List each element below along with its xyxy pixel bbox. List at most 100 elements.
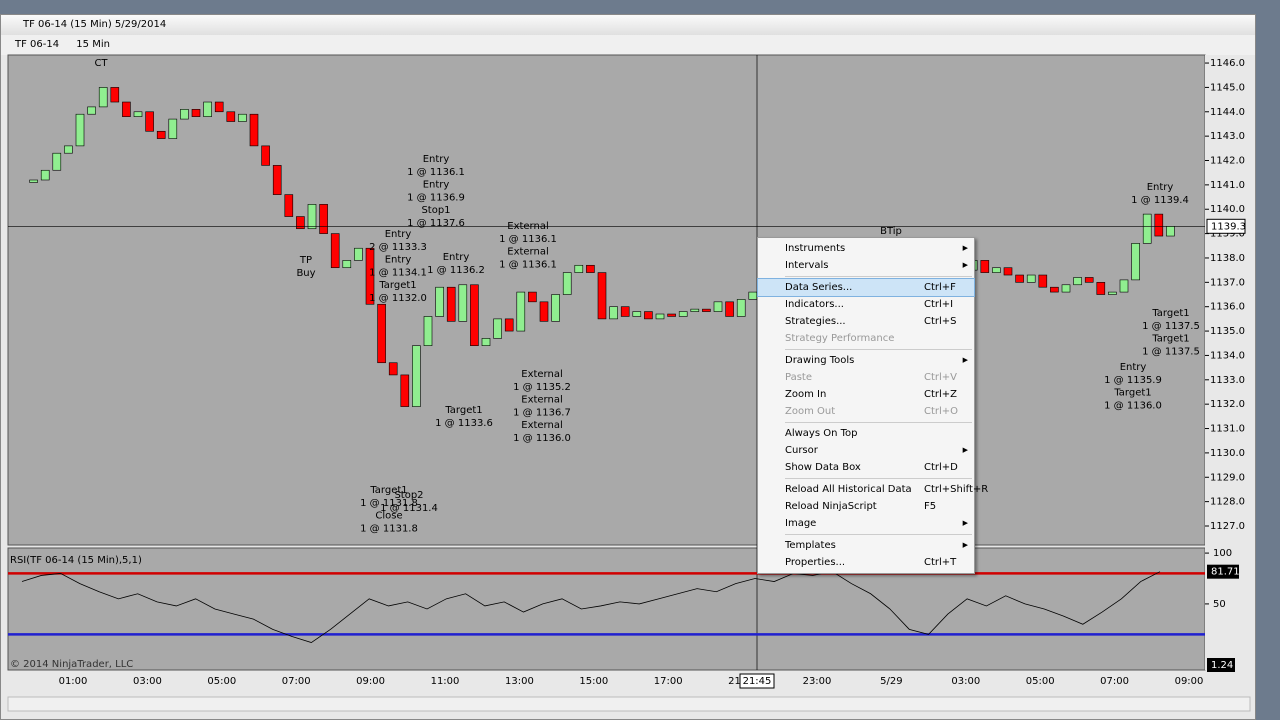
trade-annotation: 1 @ 1136.0 (1104, 400, 1162, 411)
menu-item[interactable]: Properties... Ctrl+T (758, 554, 974, 571)
candle-body (539, 301, 549, 322)
candle-body (667, 313, 676, 317)
submenu-arrow: ▶ (962, 244, 968, 252)
candle-body (736, 299, 746, 317)
candle-body (133, 111, 143, 117)
y-tick-label: 1129.0 (1210, 472, 1245, 483)
x-tick-label: 03:00 (133, 676, 162, 687)
interval-selector[interactable]: 15 Min (76, 39, 110, 50)
menu-item[interactable]: Reload NinjaScript F5 (758, 498, 974, 515)
menu-item[interactable]: Always On Top (758, 425, 974, 442)
menu-shortcut: F5 (924, 501, 937, 512)
menu-item[interactable]: Intervals ▶ (758, 257, 974, 274)
y-tick-label: 1141.0 (1210, 180, 1245, 191)
candle-body (980, 260, 990, 273)
menu-label: Zoom Out (785, 406, 836, 417)
trade-annotation: 1 @ 1131.8 (360, 498, 418, 509)
candle-body (1073, 277, 1082, 286)
trade-annotation: 1 @ 1136.1 (407, 167, 465, 178)
cursor-time: 21:45 (743, 676, 772, 687)
menu-shortcut: Ctrl+D (924, 462, 958, 473)
trade-annotation: Entry (1147, 182, 1174, 193)
menu-item[interactable]: Image ▶ (758, 515, 974, 532)
y-tick-label: 1134.0 (1210, 350, 1245, 361)
y-tick-label: 1132.0 (1210, 399, 1245, 410)
menu-shortcut: Ctrl+T (924, 557, 957, 568)
trade-annotation: Stop2 (394, 490, 423, 501)
menu-label: Data Series... (785, 282, 853, 293)
menu-label: Instruments (785, 243, 846, 254)
candle-body (110, 87, 120, 103)
trade-annotation: 1 @ 1132.0 (369, 293, 427, 304)
candle-body (29, 179, 38, 183)
trade-annotation: Target1 (369, 485, 407, 496)
trade-annotation: Target1 (1151, 308, 1189, 319)
toolbar: TF 06-14 15 Min (1, 35, 1255, 55)
time-axis (8, 671, 1250, 691)
x-tick-label: 05:00 (1026, 676, 1055, 687)
trade-annotation: 1 @ 1139.4 (1131, 195, 1189, 206)
menu-item[interactable]: Reload All Historical Data Ctrl+Shift+R (758, 481, 988, 498)
menu-item: Strategy Performance (758, 330, 974, 347)
candle-body (330, 233, 340, 269)
trade-annotation: 1 @ 1136.1 (499, 259, 557, 270)
window-title: TF 06-14 (15 Min) 5/29/2014 (23, 19, 167, 30)
context-menu: Instruments ▶ Intervals ▶ Data Series... Ctrl… (757, 237, 988, 574)
candle-body (1154, 213, 1164, 237)
candle-body (1050, 286, 1059, 293)
trade-annotation: Target1 (378, 280, 416, 291)
trade-annotation: 1 @ 1133.6 (435, 418, 493, 429)
menu-label: Indicators... (785, 299, 844, 310)
candle-body (586, 264, 595, 273)
candle-body (203, 101, 212, 117)
trade-annotation: BTip (880, 226, 902, 237)
candle-body (992, 267, 1001, 273)
candle-body (1166, 225, 1175, 237)
menu-label: Templates (785, 540, 836, 551)
menu-item[interactable]: Show Data Box Ctrl+D (758, 459, 974, 476)
price-marker (1206, 218, 1246, 234)
candle-body (551, 294, 560, 322)
candle-body (481, 338, 491, 346)
candle-body (98, 87, 108, 108)
rsi-value-label: 81.71 (1211, 567, 1240, 578)
x-tick-label: 13:00 (505, 676, 534, 687)
trade-annotation: 1 @ 1131.8 (360, 523, 418, 534)
menu-shortcut: Ctrl+Z (924, 389, 958, 400)
menu-label: Show Data Box (785, 462, 861, 473)
menu-item[interactable]: Zoom In Ctrl+Z (758, 386, 974, 403)
instrument-selector[interactable]: TF 06-14 (15, 39, 60, 50)
trade-annotation: 1 @ 1136.7 (513, 407, 571, 418)
candle-body (1096, 282, 1106, 295)
candle-body (168, 118, 178, 139)
menu-item[interactable]: Instruments ▶ (758, 240, 974, 257)
candle-body (597, 272, 607, 320)
trade-annotation: Target1 (1113, 388, 1151, 399)
candle-body (470, 284, 479, 346)
x-tick-label: 09:00 (1175, 676, 1204, 687)
trade-annotation: 1 @ 1134.1 (369, 267, 427, 278)
menu-item[interactable]: Templates ▶ (758, 537, 974, 554)
submenu-arrow: ▶ (962, 446, 968, 454)
candle-body (458, 284, 468, 322)
menu-item[interactable]: Cursor ▶ (758, 442, 974, 459)
volume-label: 1.24 (1211, 660, 1233, 671)
candle-body (725, 301, 734, 317)
menu-item[interactable]: Indicators... Ctrl+I (758, 296, 974, 313)
x-tick-label: 5/29 (880, 676, 902, 687)
menu-item[interactable]: Strategies... Ctrl+S (758, 313, 974, 330)
candle-body (238, 113, 247, 122)
menu-item[interactable]: Data Series... Ctrl+F (757, 278, 975, 297)
candle-body (296, 216, 305, 230)
rsi-marker (1207, 564, 1239, 579)
menu-item[interactable]: Drawing Tools ▶ (758, 352, 974, 369)
menu-separator (785, 478, 972, 479)
candle-body (528, 291, 537, 303)
candle-body (180, 109, 189, 120)
candle-body (191, 109, 201, 117)
menu-item: Paste Ctrl+V (758, 369, 974, 386)
candle-body (504, 318, 514, 332)
candle-body (1015, 274, 1024, 283)
trade-annotation: 1 @ 1136.2 (427, 265, 485, 276)
